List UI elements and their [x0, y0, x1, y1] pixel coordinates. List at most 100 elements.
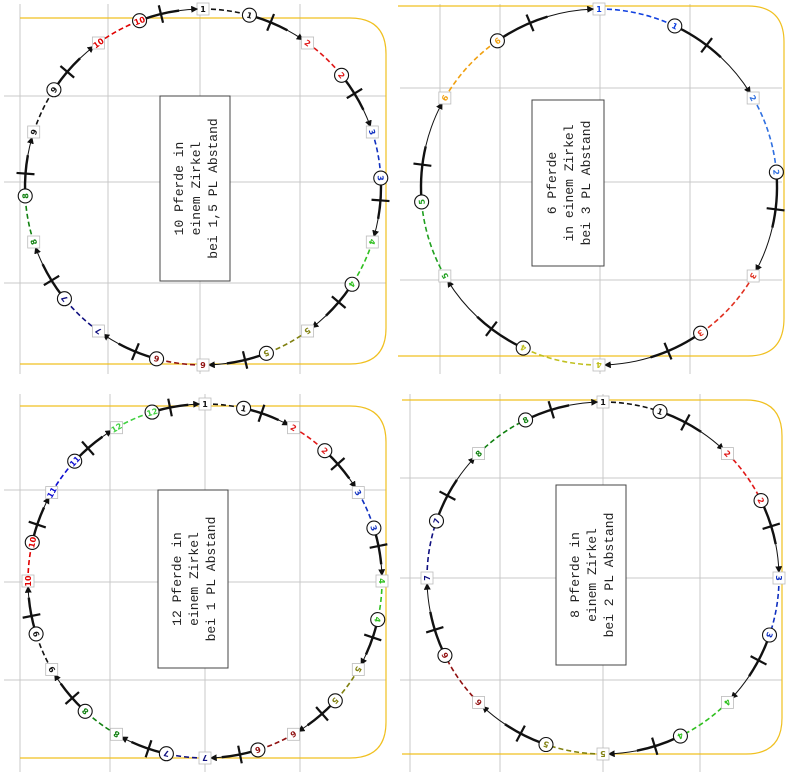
horse-marker [761, 627, 778, 643]
direction-arrow [603, 356, 651, 369]
horse-lead-segment [726, 452, 762, 501]
horse-marker-label: 8 [21, 192, 30, 198]
distance-bar [16, 171, 35, 176]
direction-arrow [720, 56, 751, 94]
distance-bar [81, 440, 95, 456]
note-line: 12 Pferde in [170, 532, 185, 626]
horse-tag [746, 269, 760, 283]
horse-marker-label: 7 [163, 748, 170, 758]
horse-marker [56, 291, 72, 307]
horse-tag [287, 727, 300, 741]
direction-arrow [278, 418, 290, 426]
horse-marker-label: 5 [542, 739, 551, 749]
horse-marker [149, 351, 165, 367]
horse-marker-label: 6 [493, 36, 503, 47]
track-segment [650, 333, 699, 359]
direction-arrow [209, 754, 222, 762]
horse-marker-label: 4 [675, 730, 684, 741]
horse-marker-label: 4 [346, 279, 357, 289]
horse-marker-label: 3 [764, 631, 774, 639]
horse-tag-label: 6 [473, 697, 484, 708]
horse-marker-label: 3 [695, 327, 705, 338]
note-box [531, 99, 605, 267]
track-segment [499, 15, 548, 41]
note-text: 10 Pferde in einem Zirkel bei 1,5 PL Absta… [172, 118, 221, 258]
horse-tag [196, 358, 210, 372]
horse-marker-label: 2 [755, 496, 766, 505]
horse-tag-label: 2 [302, 38, 312, 49]
horse-lead-segment [444, 655, 480, 704]
distance-bar [371, 198, 390, 203]
horse-marker-label: 12 [146, 407, 159, 419]
distance-bar [438, 490, 456, 501]
horse-marker [344, 276, 360, 292]
direction-arrow [456, 456, 476, 481]
horse-marker [428, 513, 445, 529]
horse-marker [327, 693, 343, 709]
track-segment [761, 502, 777, 545]
horse-marker-label: 7 [60, 293, 71, 303]
horse-marker-label: 2 [319, 446, 329, 456]
note-line: 10 Pferde in [172, 142, 187, 236]
horse-marker-label: 8 [521, 415, 530, 426]
distance-bar [266, 13, 276, 32]
horse-marker [370, 612, 386, 628]
distance-bar [237, 745, 243, 764]
horse-tag [21, 574, 35, 588]
distance-bar [766, 207, 785, 212]
distance-bar [315, 706, 329, 722]
direction-arrow [372, 218, 380, 238]
direction-arrow [362, 109, 372, 128]
distance-bar [515, 725, 526, 743]
horse-tag [596, 747, 610, 761]
direction-arrow [311, 315, 327, 329]
horse-marker [258, 345, 274, 361]
track-segment [527, 404, 570, 420]
horse-tag [351, 486, 365, 499]
horse-marker [236, 400, 252, 416]
horse-tag [110, 421, 123, 435]
direction-arrow [34, 246, 44, 265]
horse-lead-segment [477, 419, 526, 455]
horse-tag [91, 324, 105, 338]
horse-lead-segment [680, 701, 729, 737]
horse-marker-label: 10 [27, 536, 38, 549]
direction-arrow [188, 400, 201, 408]
horse-marker [538, 736, 554, 753]
note-box [555, 484, 627, 666]
horse-tag-label: 4 [367, 238, 377, 246]
horse-tag [721, 447, 734, 460]
direction-arrow [360, 654, 368, 666]
direction-arrow [700, 431, 725, 451]
horse-lead-segment [420, 201, 446, 277]
distance-bar [22, 613, 41, 619]
horse-marker-label: 9 [49, 85, 60, 95]
horse-tag [27, 235, 41, 249]
horse-tag [91, 36, 105, 50]
note-box [157, 489, 229, 669]
track-segment [636, 736, 679, 752]
horse-marker [667, 18, 683, 34]
horse-tag [375, 574, 389, 588]
distance-bar [700, 37, 713, 54]
track-segment [476, 315, 521, 348]
horse-marker [77, 703, 93, 719]
horse-marker-label: 4 [519, 342, 528, 353]
horse-tag [198, 751, 212, 765]
horse-lead-segment [598, 8, 676, 27]
horse-tag-label: 3 [367, 128, 377, 136]
horse-tag [420, 571, 434, 585]
direction-arrow [42, 496, 50, 508]
horse-marker [28, 626, 44, 642]
direction-arrow [481, 705, 506, 725]
horse-tag [438, 269, 452, 283]
horse-tag-label: 9 [47, 664, 58, 674]
horse-tag-label: 7 [423, 575, 432, 581]
distance-bar [330, 457, 346, 471]
horse-tag [365, 235, 379, 249]
horse-tag-label: 1 [600, 398, 606, 407]
horse-tag [746, 91, 760, 105]
distance-bar [331, 295, 347, 309]
